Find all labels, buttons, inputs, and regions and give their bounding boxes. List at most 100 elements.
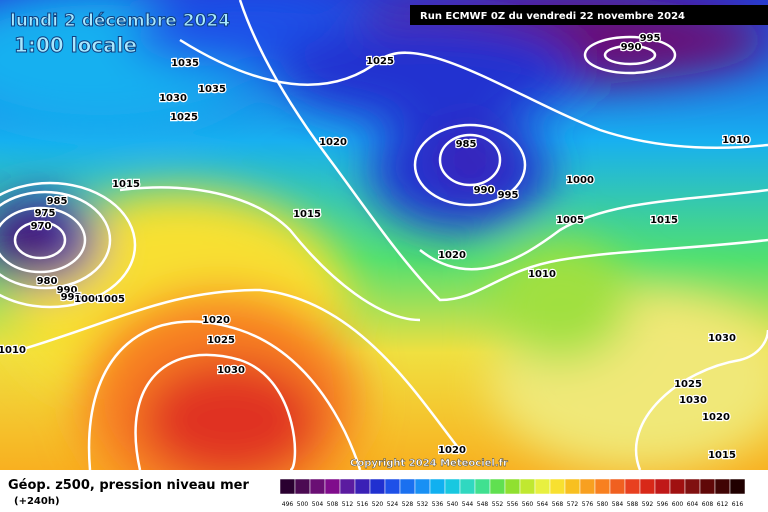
legend-label: 616 xyxy=(732,501,744,508)
legend-swatch xyxy=(534,478,551,495)
legend-swatch xyxy=(669,478,686,495)
legend-label: 528 xyxy=(402,501,414,508)
legend-swatch xyxy=(309,478,326,495)
isobar-label: 985 xyxy=(47,196,68,207)
isobar-label: 1005 xyxy=(97,294,125,305)
legend-label: 592 xyxy=(642,501,654,508)
isobar-label: 1030 xyxy=(217,365,245,376)
legend-swatch xyxy=(699,478,716,495)
isobars xyxy=(0,0,768,470)
legend-label: 544 xyxy=(462,501,474,508)
legend-label: 596 xyxy=(657,501,669,508)
isobar-label: 1000 xyxy=(74,294,102,305)
isobar-label: 1020 xyxy=(438,445,466,456)
isobar-label: 985 xyxy=(456,139,477,150)
legend-swatch xyxy=(474,478,491,495)
legend-swatch xyxy=(519,478,536,495)
legend-swatch xyxy=(324,478,341,495)
legend-swatch xyxy=(354,478,371,495)
legend-swatch xyxy=(444,478,461,495)
isobar-label: 1030 xyxy=(159,93,187,104)
isobar-label: 995 xyxy=(640,33,661,44)
legend-swatch xyxy=(654,478,671,495)
legend-label: 588 xyxy=(627,501,639,508)
legend-label: 508 xyxy=(327,501,339,508)
isobar-label: 1005 xyxy=(556,215,584,226)
legend-swatch xyxy=(384,478,401,495)
isobar-label: 1000 xyxy=(566,175,594,186)
legend-swatch xyxy=(624,478,641,495)
isobar-label: 1020 xyxy=(202,315,230,326)
legend-swatch xyxy=(504,478,521,495)
isobar-label: 995 xyxy=(498,190,519,201)
isobar-label: 990 xyxy=(621,42,642,53)
isobar-label: 1030 xyxy=(679,395,707,406)
isobar-label: 1025 xyxy=(170,112,198,123)
run-info: Run ECMWF 0Z du vendredi 22 novembre 202… xyxy=(420,11,685,22)
legend-label: 552 xyxy=(492,501,504,508)
legend-label: 612 xyxy=(717,501,729,508)
legend-label: 516 xyxy=(357,501,369,508)
legend-label: 584 xyxy=(612,501,624,508)
legend-label: 556 xyxy=(507,501,519,508)
legend-label: 580 xyxy=(597,501,609,508)
isobar-label: 1015 xyxy=(708,450,736,461)
isobar-label: 1020 xyxy=(438,250,466,261)
color-scale: 496 500 504 508 512 516 520 524 528 532 536 540 544 5… xyxy=(279,478,746,508)
legend-swatch xyxy=(414,478,431,495)
isobar-label: 1025 xyxy=(366,56,394,67)
isobar-label: 1035 xyxy=(171,58,199,69)
isobar-label: 1020 xyxy=(702,412,730,423)
map-title: lundi 2 décembre 2024 xyxy=(10,11,230,31)
legend-swatch xyxy=(594,478,611,495)
isobar-label: 1015 xyxy=(650,215,678,226)
legend-label: 524 xyxy=(387,501,399,508)
legend-swatch xyxy=(609,478,626,495)
legend-swatch xyxy=(729,478,746,495)
legend-label: 520 xyxy=(372,501,384,508)
legend-label: 496 xyxy=(282,501,294,508)
legend-swatch xyxy=(369,478,386,495)
legend-label: 560 xyxy=(522,501,534,508)
run-box xyxy=(410,5,768,25)
isobar-label: 1010 xyxy=(0,345,26,356)
footer-title: Géop. z500, pression niveau mer xyxy=(8,478,249,493)
legend-label: 572 xyxy=(567,501,579,508)
legend-swatch xyxy=(639,478,656,495)
isobar-label: 1010 xyxy=(528,269,556,280)
isobar-label: 990 xyxy=(57,285,78,296)
legend-swatch xyxy=(549,478,566,495)
isobar-label: 995 xyxy=(61,292,82,303)
isobar-label: 1025 xyxy=(207,335,235,346)
copyright: Copyright 2024 Meteociel.fr xyxy=(350,458,508,469)
legend-label: 500 xyxy=(297,501,309,508)
legend-swatch xyxy=(429,478,446,495)
legend-swatch xyxy=(489,478,506,495)
legend-swatch xyxy=(279,478,296,495)
legend-swatch xyxy=(459,478,476,495)
isobar-label: 1030 xyxy=(708,333,736,344)
legend-label: 564 xyxy=(537,501,549,508)
legend-swatch xyxy=(339,478,356,495)
footer-lead: (+240h) xyxy=(14,496,60,507)
isobar-label: 1020 xyxy=(319,137,347,148)
isobar-label: 975 xyxy=(35,208,56,219)
legend-swatch xyxy=(714,478,731,495)
legend-swatch xyxy=(564,478,581,495)
legend-label: 604 xyxy=(687,501,699,508)
legend-label: 548 xyxy=(477,501,489,508)
isobar-label: 980 xyxy=(37,276,58,287)
legend-swatch xyxy=(684,478,701,495)
isobar-label: 1010 xyxy=(722,135,750,146)
legend-label: 532 xyxy=(417,501,429,508)
isobar-label: 990 xyxy=(474,185,495,196)
legend-label: 512 xyxy=(342,501,354,508)
legend-label: 536 xyxy=(432,501,444,508)
legend-swatch xyxy=(399,478,416,495)
map-time: 1:00 locale xyxy=(14,33,137,57)
isobar-label: 1025 xyxy=(674,379,702,390)
